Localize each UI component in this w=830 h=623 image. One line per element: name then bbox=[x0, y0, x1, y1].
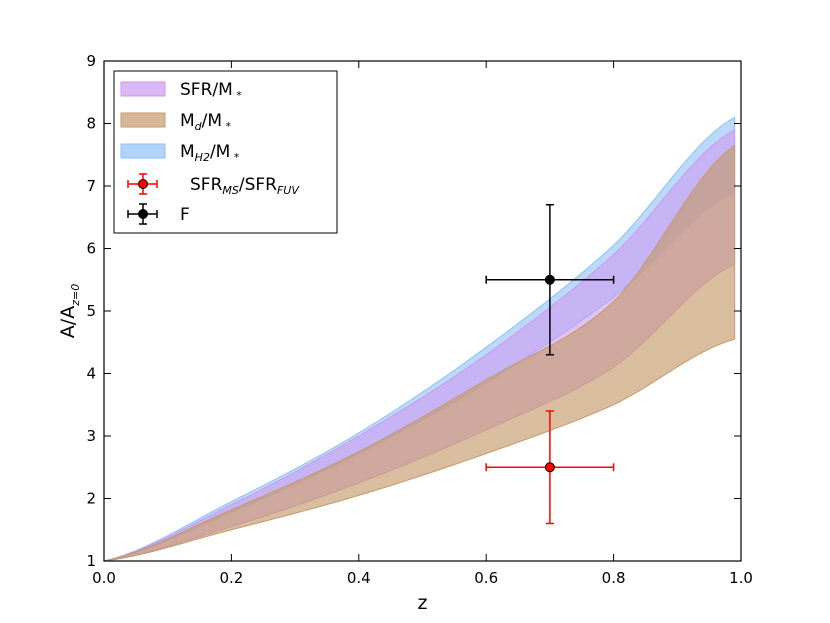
band-2 bbox=[103, 144, 736, 562]
y-tick-label: 7 bbox=[86, 177, 96, 195]
legend-label: Md/M * bbox=[180, 111, 232, 133]
legend-marker bbox=[138, 179, 148, 189]
legend-swatch bbox=[120, 112, 166, 128]
y-axis-label: A/Az=0 bbox=[57, 284, 82, 338]
legend-item-4: F bbox=[127, 203, 190, 225]
points-layer bbox=[485, 204, 615, 525]
legend-label: SFRMS/SFRFUV bbox=[190, 175, 300, 197]
legend-item-0: SFR/M * bbox=[120, 80, 242, 102]
y-tick-label: 2 bbox=[86, 490, 96, 508]
y-tick-label: 9 bbox=[86, 52, 96, 70]
x-tick-label: 0.8 bbox=[602, 569, 626, 587]
y-tick-label: 5 bbox=[86, 302, 96, 320]
legend-swatch bbox=[120, 143, 166, 159]
y-tick-label: 6 bbox=[86, 240, 96, 258]
y-tick-label: 1 bbox=[86, 552, 96, 570]
x-tick-label: 0.0 bbox=[92, 569, 116, 587]
legend-label: F bbox=[180, 205, 190, 225]
legend-item-2: MH2/M * bbox=[120, 142, 240, 164]
axes-layer: 0.0 0.2 0.4 0.6 0.8 1.0 1 2 3 4 5 6 7 8 9 z A/Az=0 bbox=[57, 52, 753, 614]
y-tick-label: 3 bbox=[86, 427, 96, 445]
legend-label: MH2/M * bbox=[180, 142, 240, 164]
x-tick-label: 1.0 bbox=[729, 569, 753, 587]
legend-item-3: SFRMS/SFRFUV bbox=[127, 173, 300, 197]
errorbar-point-1 bbox=[485, 204, 615, 356]
legend-label: SFR/M * bbox=[180, 80, 242, 102]
point-marker bbox=[544, 462, 555, 473]
x-tick-label: 0.6 bbox=[474, 569, 498, 587]
x-tick-label: 0.2 bbox=[219, 569, 243, 587]
bands-layer bbox=[103, 116, 736, 562]
legend-marker bbox=[138, 209, 148, 219]
legend-swatch bbox=[120, 81, 166, 97]
legend-item-1: Md/M * bbox=[120, 111, 232, 133]
errorbar-point-0 bbox=[485, 410, 615, 525]
x-tick-label: 0.4 bbox=[347, 569, 371, 587]
y-tick-label: 4 bbox=[86, 365, 96, 383]
point-marker bbox=[544, 274, 555, 285]
x-axis-label: z bbox=[418, 592, 428, 614]
y-tick-label: 8 bbox=[86, 115, 96, 133]
